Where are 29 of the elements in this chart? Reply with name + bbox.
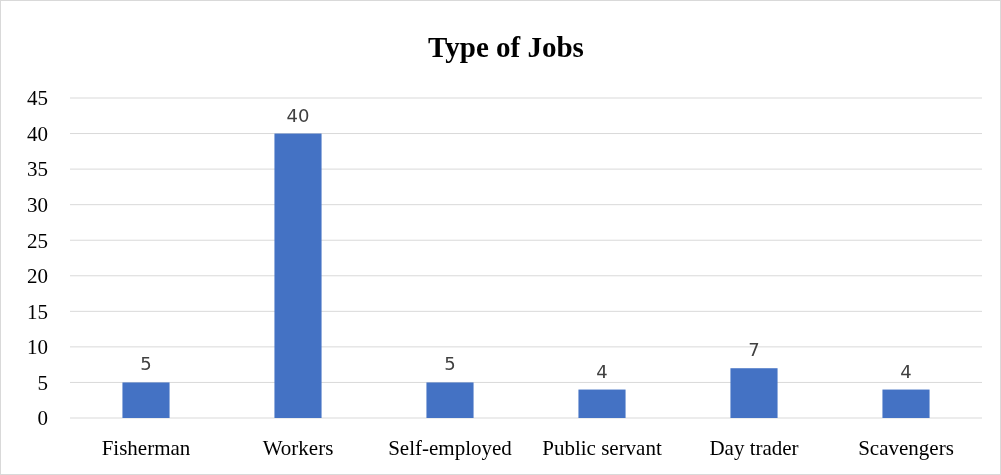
y-tick-label: 20: [27, 264, 48, 289]
x-tick-label: Public servant: [542, 436, 662, 460]
y-tick-label: 45: [27, 86, 48, 111]
y-tick-label: 0: [37, 406, 48, 431]
y-tick-label: 25: [27, 228, 48, 253]
y-tick-label: 35: [27, 157, 48, 182]
bar: [426, 382, 474, 418]
bar: [730, 368, 778, 418]
data-label: 40: [286, 104, 310, 126]
y-tick-label: 15: [27, 299, 48, 324]
data-label: 7: [748, 339, 760, 361]
bar: [122, 382, 170, 418]
x-tick-label: Fisherman: [101, 436, 191, 460]
chart-title: Type of Jobs: [428, 31, 584, 63]
bar: [274, 133, 322, 418]
x-tick-label: Scavengers: [858, 436, 954, 460]
y-tick-label: 5: [37, 370, 48, 395]
bar: [578, 389, 626, 418]
y-tick-label: 10: [27, 335, 48, 360]
data-label: 5: [140, 353, 152, 375]
x-tick-label: Day trader: [709, 436, 799, 460]
data-label: 5: [444, 353, 456, 375]
y-tick-label: 40: [27, 121, 48, 146]
data-label: 4: [596, 360, 608, 382]
bar: [882, 389, 930, 418]
data-label: 4: [900, 360, 912, 382]
x-tick-label: Self-employed: [388, 436, 513, 460]
y-tick-label: 30: [27, 193, 48, 218]
x-tick-label: Workers: [262, 436, 334, 460]
